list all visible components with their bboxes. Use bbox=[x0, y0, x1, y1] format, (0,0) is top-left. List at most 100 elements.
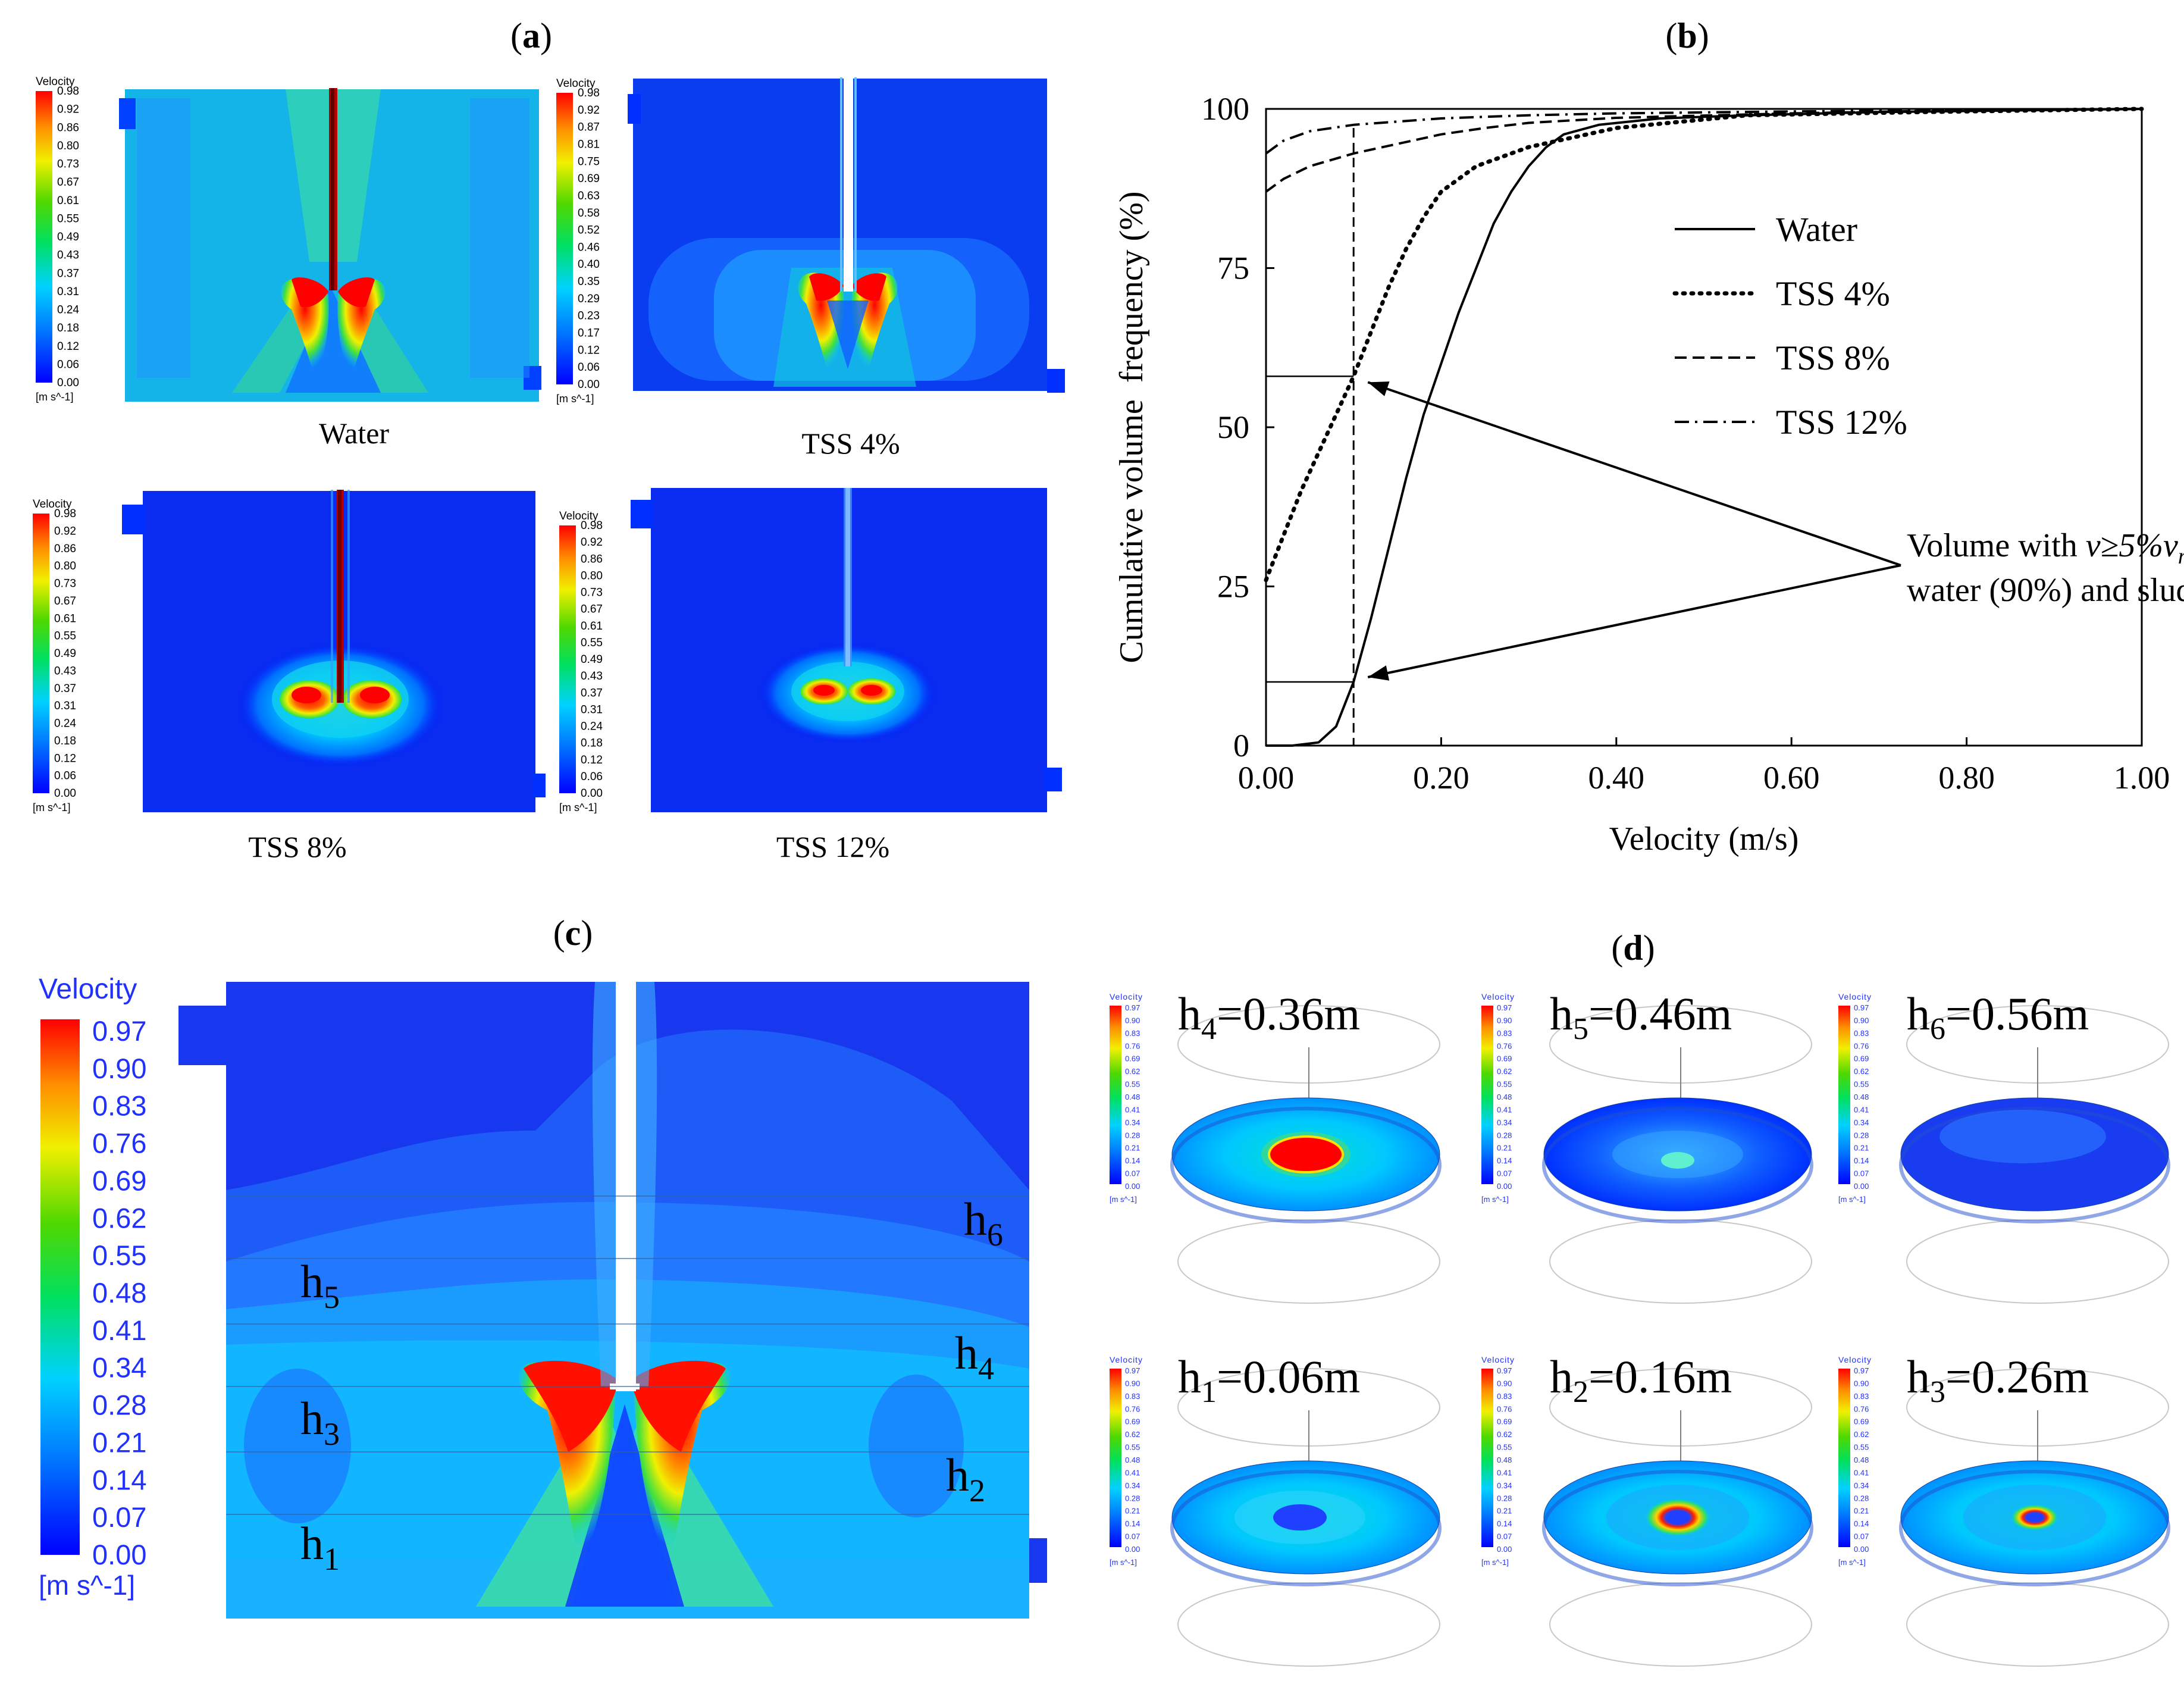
colorbar-tick-label: 0.28 bbox=[92, 1389, 146, 1421]
velocity-zone bbox=[1939, 1110, 2106, 1163]
cylinder-outline bbox=[1906, 1219, 2169, 1304]
mini-colorbar-tick: 0.41 bbox=[1854, 1468, 1869, 1477]
colorbar bbox=[556, 93, 573, 384]
slice-view: Velocity 0.97 0.90 0.83 0.76 0.69 0.62 0.55 0.48… bbox=[1481, 1351, 1813, 1667]
velocity-zone bbox=[1661, 1152, 1694, 1169]
mini-colorbar-tick: 0.90 bbox=[1125, 1016, 1140, 1025]
cumulative-frequency-chart: (b) 0.00 0.20 0.40 0.60 0.80 1.00 0 25 50 75 100 Ve… bbox=[1113, 16, 2184, 857]
mini-colorbar-tick: 0.07 bbox=[1125, 1532, 1140, 1541]
colorbar-tick-label: 0.00 bbox=[92, 1539, 146, 1570]
colorbar-tick-label: 0.29 bbox=[578, 293, 600, 305]
arrow-head bbox=[1368, 665, 1390, 681]
mini-colorbar-tick: 0.90 bbox=[1125, 1379, 1140, 1388]
disc-edge bbox=[1542, 1470, 1813, 1586]
colorbar-tick-label: 0.76 bbox=[92, 1128, 146, 1159]
mini-colorbar-tick: 0.69 bbox=[1497, 1417, 1512, 1426]
legend-label: TSS 12% bbox=[1776, 403, 1907, 442]
colorbar bbox=[559, 525, 576, 793]
mini-colorbar-tick: 0.21 bbox=[1497, 1507, 1512, 1516]
colorbar-tick-label: 0.41 bbox=[92, 1314, 146, 1346]
cylinder-outline bbox=[1906, 1582, 2169, 1667]
legend-label: TSS 4% bbox=[1776, 274, 1890, 313]
colorbar-tick-label: 0.69 bbox=[578, 173, 600, 185]
slice-view: Velocity 0.97 0.90 0.83 0.76 0.69 0.62 0.55 0.48… bbox=[1838, 1351, 2170, 1667]
mini-colorbar-tick: 0.69 bbox=[1854, 1054, 1869, 1063]
colorbar-tick-label: 0.73 bbox=[54, 578, 76, 590]
colorbar-tick-label: 0.35 bbox=[578, 276, 600, 288]
mini-colorbar-tick: 0.76 bbox=[1125, 1404, 1140, 1413]
mini-colorbar-tick: 0.76 bbox=[1497, 1404, 1512, 1413]
colorbar-tick-label: 0.86 bbox=[57, 121, 79, 134]
mini-colorbar-tick: 0.97 bbox=[1854, 1366, 1869, 1375]
panel-d-slices: Velocity 0.97 0.90 0.83 0.76 0.69 0.62 0.55 0.48… bbox=[1110, 988, 2170, 1667]
panel-d-label: (d) bbox=[1611, 928, 1655, 968]
colorbar-tick-label: 0.61 bbox=[54, 612, 76, 625]
colorbar-tick-label: 0.07 bbox=[92, 1501, 146, 1533]
colorbar-tick-label: 0.46 bbox=[578, 241, 600, 253]
annotation-arrow bbox=[1367, 564, 1901, 678]
mini-colorbar-tick: 0.21 bbox=[1125, 1507, 1140, 1516]
colorbar-tick-label: 0.24 bbox=[54, 718, 76, 730]
colorbar-tick-label: 0.92 bbox=[57, 104, 79, 116]
mini-colorbar-tick: 0.62 bbox=[1854, 1430, 1869, 1439]
colorbar-tick-label: 0.43 bbox=[581, 670, 603, 683]
cylinder-outline bbox=[1177, 1219, 1440, 1304]
map-caption: Water bbox=[319, 417, 389, 450]
x-tick-label: 0.80 bbox=[1938, 760, 1995, 796]
map-caption: TSS 4% bbox=[801, 427, 900, 460]
mini-colorbar-tick: 0.48 bbox=[1854, 1093, 1869, 1101]
colorbar-tick-label: 0.12 bbox=[581, 754, 603, 766]
mini-legend-title: Velocity bbox=[1481, 992, 1514, 1001]
mini-unit: [m s^-1] bbox=[1481, 1558, 1509, 1567]
disc-edge bbox=[1170, 1107, 1442, 1223]
mini-colorbar-tick: 0.48 bbox=[1125, 1093, 1140, 1101]
colorbar-tick-label: 0.12 bbox=[578, 344, 600, 356]
mini-colorbar-tick: 0.21 bbox=[1854, 1507, 1869, 1516]
annotation-line-1: Volume with v≥5%vmax: bbox=[1907, 527, 2184, 569]
colorbar-tick-label: 0.67 bbox=[57, 176, 79, 189]
colorbar-tick-label: 0.67 bbox=[581, 603, 603, 616]
colorbar-tick-label: 0.49 bbox=[54, 647, 76, 660]
annotation-line-2: water (90%) and sludge (42%) bbox=[1907, 572, 2184, 609]
colorbar-tick-label: 0.14 bbox=[92, 1464, 146, 1495]
colorbar bbox=[40, 1019, 80, 1555]
colorbar-tick-label: 0.37 bbox=[54, 683, 76, 695]
colorbar-tick-label: 0.34 bbox=[92, 1352, 146, 1383]
colorbar-tick-label: 0.00 bbox=[578, 378, 600, 391]
high-velocity-ring bbox=[2011, 1504, 2058, 1530]
mini-colorbar-tick: 0.76 bbox=[1125, 1041, 1140, 1050]
colorbar-tick-label: 0.80 bbox=[57, 140, 79, 152]
mini-colorbar bbox=[1481, 1369, 1493, 1547]
colorbar-tick-label: 0.43 bbox=[57, 249, 79, 262]
colorbar-tick-label: 0.73 bbox=[57, 158, 79, 171]
unit-label: [m s^-1] bbox=[36, 391, 73, 403]
y-tick-label: 100 bbox=[1201, 91, 1249, 127]
plot-frame bbox=[1265, 108, 2143, 747]
legend-title: Velocity bbox=[39, 974, 137, 1005]
map-caption: TSS 12% bbox=[776, 830, 889, 863]
mini-colorbar-tick: 0.00 bbox=[1497, 1182, 1512, 1191]
mini-colorbar-tick: 0.00 bbox=[1125, 1545, 1140, 1554]
colorbar-tick-label: 0.40 bbox=[578, 258, 600, 271]
colorbar-tick-label: 0.37 bbox=[581, 687, 603, 699]
mini-colorbar bbox=[1838, 1006, 1850, 1184]
contour-map-water bbox=[119, 88, 541, 402]
colorbar-tick-label: 0.63 bbox=[578, 190, 600, 202]
mini-colorbar-tick: 0.83 bbox=[1854, 1392, 1869, 1401]
slice-height-label: h6=0.56m bbox=[1907, 988, 2089, 1046]
arrow-head bbox=[1368, 381, 1390, 396]
x-axis-label: Velocity (m/s) bbox=[1609, 821, 1799, 857]
colorbar-tick-label: 0.00 bbox=[57, 377, 79, 389]
height-label: h6 bbox=[964, 1193, 1003, 1253]
mini-colorbar-tick: 0.55 bbox=[1497, 1443, 1512, 1452]
mini-unit: [m s^-1] bbox=[1838, 1195, 1866, 1204]
unit-label: [m s^-1] bbox=[559, 802, 597, 813]
colorbar-tick-label: 0.81 bbox=[578, 138, 600, 151]
mini-colorbar-tick: 0.34 bbox=[1497, 1118, 1512, 1127]
mini-colorbar-tick: 0.00 bbox=[1497, 1545, 1512, 1554]
y-tick-label: 50 bbox=[1217, 409, 1249, 445]
colorbar bbox=[33, 514, 49, 793]
panel-c: (c) bbox=[39, 913, 1047, 1619]
mini-colorbar-tick: 0.28 bbox=[1854, 1494, 1869, 1503]
mini-colorbar-tick: 0.97 bbox=[1854, 1003, 1869, 1012]
